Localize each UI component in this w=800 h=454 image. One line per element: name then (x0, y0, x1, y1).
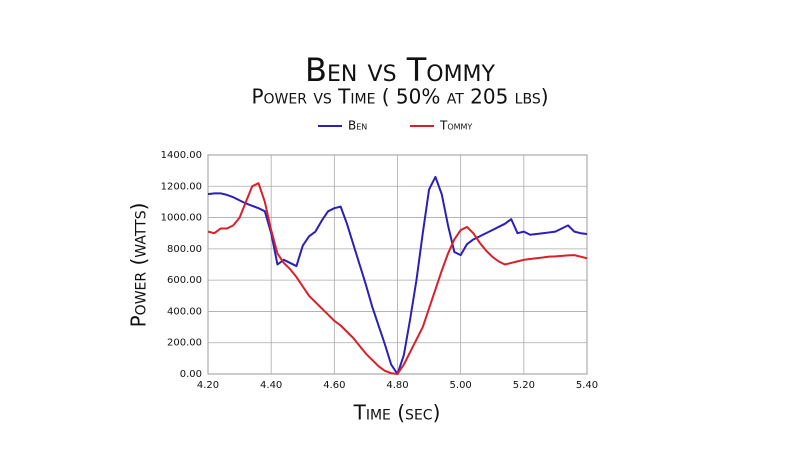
y-tick-label: 800.00 (167, 244, 202, 255)
y-tick-label: 0.00 (180, 369, 202, 380)
chart-subtitle: Power vs Time ( 50% at 205 lbs) (251, 85, 548, 109)
x-tick-label: 4.20 (197, 380, 219, 391)
series-line (207, 182, 588, 375)
y-tick-label: 1000.00 (161, 213, 202, 224)
y-tick-label: 600.00 (167, 275, 202, 286)
x-tick-label: 4.60 (323, 380, 345, 391)
x-tick-label: 4.40 (260, 380, 282, 391)
chart-title: Ben vs Tommy (305, 51, 495, 89)
x-tick-label: 5.00 (450, 380, 472, 391)
y-axis-label: Power (watts) (127, 203, 151, 328)
x-tick-label: 4.80 (386, 380, 408, 391)
y-tick-label: 200.00 (167, 338, 202, 349)
y-tick-label: 1400.00 (161, 150, 202, 161)
legend-label: Tommy (439, 119, 472, 133)
x-axis-label: Time (sec) (353, 401, 441, 425)
y-tick-label: 400.00 (167, 306, 202, 317)
legend-label: Ben (348, 119, 367, 133)
x-tick-label: 5.40 (576, 380, 598, 391)
y-tick-label: 1200.00 (161, 181, 202, 192)
x-tick-label: 5.20 (513, 380, 535, 391)
